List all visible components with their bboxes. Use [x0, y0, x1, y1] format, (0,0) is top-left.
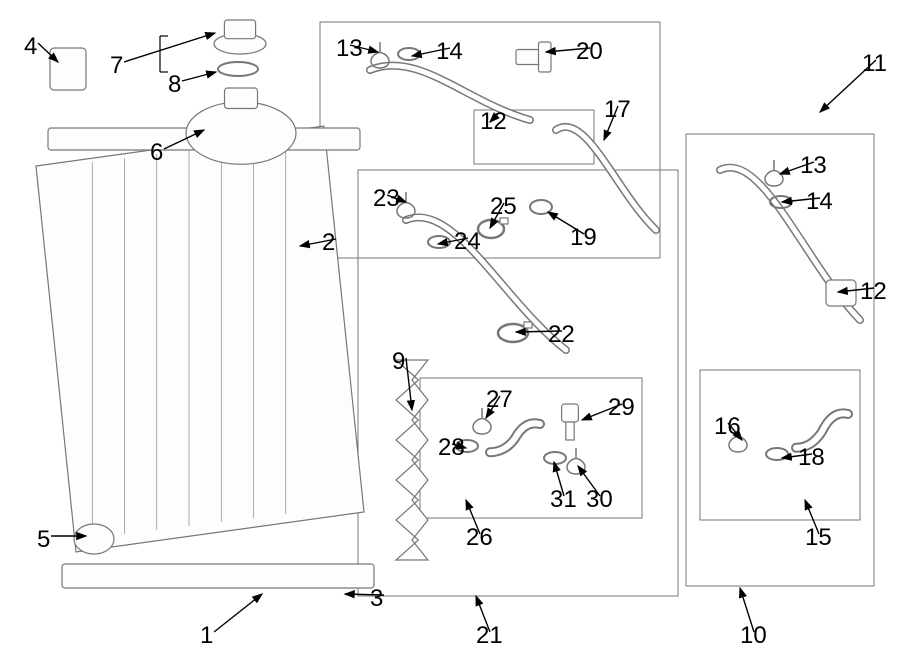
callout-19: 19 [570, 224, 597, 252]
parts-diagram [0, 0, 900, 661]
callout-31: 31 [550, 486, 577, 514]
callout-28: 28 [438, 434, 465, 462]
callout-18: 18 [798, 444, 825, 472]
quickconn-12b [826, 280, 856, 306]
callout-30: 30 [586, 486, 613, 514]
callout-26: 26 [466, 524, 493, 552]
callout-7: 7 [110, 52, 123, 80]
box-15 [700, 370, 860, 520]
callout-10: 10 [740, 622, 767, 650]
callout-15: 15 [805, 524, 832, 552]
callout-13: 13 [336, 35, 363, 63]
fitting-20 [539, 42, 552, 72]
callout-5: 5 [37, 526, 50, 554]
callout-12: 12 [480, 108, 507, 136]
callout-8: 8 [168, 71, 181, 99]
radiator [36, 126, 364, 552]
callout-2: 2 [322, 229, 335, 257]
radiator-seal-bot [62, 564, 374, 588]
oring-31 [544, 452, 566, 464]
bracket-9 [396, 360, 428, 560]
callout-25: 25 [490, 193, 517, 221]
callout-13b: 13 [800, 152, 827, 180]
callout-20: 20 [576, 38, 603, 66]
callout-14: 14 [436, 38, 463, 66]
bracket-4 [50, 48, 86, 90]
oring-14a [398, 48, 420, 60]
box-21 [358, 170, 678, 596]
bracket-7 [160, 36, 168, 72]
box-10 [686, 134, 874, 586]
callout-22: 22 [548, 321, 575, 349]
callout-29: 29 [608, 394, 635, 422]
callout-17: 17 [604, 96, 631, 124]
callout-3: 3 [370, 585, 383, 613]
cap-7 [224, 20, 255, 39]
leader-1 [214, 594, 262, 632]
fitting-20 [516, 50, 541, 65]
callout-1: 1 [200, 622, 213, 650]
callout-23: 23 [373, 185, 400, 213]
clip-30 [567, 448, 585, 474]
leader-7 [124, 33, 215, 62]
callout-4: 4 [24, 33, 37, 61]
callout-16: 16 [714, 413, 741, 441]
callout-14b: 14 [806, 188, 833, 216]
box-11 [320, 22, 660, 258]
clip-13b [765, 160, 783, 186]
grommet-5 [74, 524, 114, 554]
callout-27: 27 [486, 386, 513, 414]
callout-6: 6 [150, 139, 163, 167]
sensor-29 [566, 422, 574, 440]
callout-11: 11 [862, 50, 887, 78]
leader-8 [182, 72, 216, 81]
reservoir-6 [225, 88, 258, 109]
reservoir-6 [186, 102, 296, 164]
clamp-22 [524, 322, 532, 328]
callout-9: 9 [392, 348, 405, 376]
oring-8 [218, 62, 258, 76]
callout-12b: 12 [860, 278, 887, 306]
sensor-29 [562, 404, 579, 422]
callout-24: 24 [454, 228, 481, 256]
callout-21: 21 [476, 622, 503, 650]
